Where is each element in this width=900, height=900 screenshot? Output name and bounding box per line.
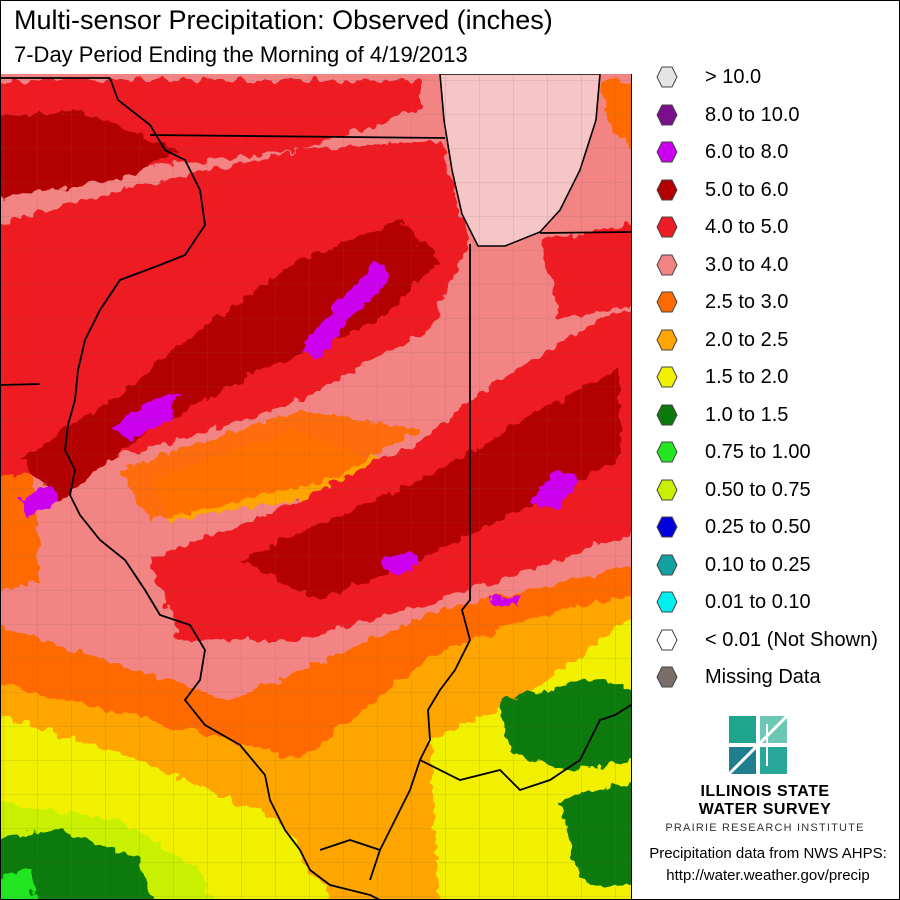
- legend-swatch-icon: [656, 366, 678, 388]
- legend-swatch-icon: [656, 666, 678, 688]
- legend-item: 0.50 to 0.75: [656, 477, 811, 503]
- legend-swatch-icon: [656, 216, 678, 238]
- legend-label: 0.10 to 0.25: [705, 553, 811, 576]
- legend-label: 2.5 to 3.0: [705, 291, 789, 313]
- legend-item: 0.25 to 0.50: [656, 514, 811, 540]
- legend-item: 4.0 to 5.0: [656, 214, 788, 240]
- legend-swatch-icon: [656, 479, 678, 500]
- precipitation-map: [0, 74, 632, 900]
- legend-item: > 10.0: [656, 64, 761, 90]
- legend-label: 0.75 to 1.00: [705, 441, 811, 463]
- isws-institute: PRAIRIE RESEARCH INSTITUTE: [665, 822, 865, 834]
- legend-label: > 10.0: [705, 66, 762, 88]
- legend-label: 0.01 to 0.10: [705, 591, 811, 613]
- legend-swatch-icon: [656, 104, 678, 125]
- legend-label: 5.0 to 6.0: [705, 178, 789, 201]
- isws-name-line1: ILLINOIS STATE: [700, 783, 830, 800]
- legend-label: 4.0 to 5.0: [705, 216, 789, 238]
- legend-item: 0.75 to 1.00: [656, 439, 811, 465]
- legend-label: 8.0 to 10.0: [705, 103, 800, 126]
- legend-swatch-icon: [656, 441, 678, 463]
- legend-swatch-icon: [656, 329, 678, 350]
- legend-swatch-icon: [656, 516, 678, 538]
- legend-item: 0.01 to 0.10: [656, 589, 811, 615]
- legend-item: 8.0 to 10.0: [656, 102, 800, 128]
- isws-logo-icon: [727, 714, 789, 776]
- legend-swatch-icon: [656, 291, 678, 313]
- legend-swatch-icon: [656, 254, 678, 275]
- legend-label: 1.0 to 1.5: [705, 403, 789, 426]
- data-source-link[interactable]: http://water.weather.gov/precip: [666, 867, 870, 884]
- legend-item: 5.0 to 6.0: [656, 177, 788, 203]
- legend-label: Missing Data: [705, 666, 821, 688]
- county-grid: [0, 74, 631, 900]
- legend-item: 1.0 to 1.5: [656, 402, 788, 428]
- legend-label: 1.5 to 2.0: [705, 366, 789, 388]
- legend-label: 0.50 to 0.75: [705, 478, 811, 501]
- legend-label: 3.0 to 4.0: [705, 253, 789, 276]
- legend-swatch-icon: [656, 404, 678, 425]
- map-subtitle: 7-Day Period Ending the Morning of 4/19/…: [14, 42, 468, 67]
- isws-name-line2: WATER SURVEY: [698, 801, 832, 818]
- map-title: Multi-sensor Precipitation: Observed (in…: [14, 5, 553, 35]
- legend-item: 6.0 to 8.0: [656, 139, 788, 165]
- legend-item: 2.0 to 2.5: [656, 327, 788, 353]
- legend-swatch-icon: [656, 141, 678, 163]
- legend-swatch-icon: [656, 554, 678, 575]
- legend-swatch-icon: [656, 591, 678, 613]
- state-boundaries: [0, 77, 631, 900]
- legend-item: 0.10 to 0.25: [656, 552, 811, 578]
- legend-label: < 0.01 (Not Shown): [705, 628, 878, 651]
- legend-swatch-icon: [656, 179, 678, 200]
- legend-label: 2.0 to 2.5: [705, 328, 789, 351]
- legend-item: 2.5 to 3.0: [656, 289, 788, 315]
- legend-label: 6.0 to 8.0: [705, 141, 789, 163]
- legend-item: Missing Data: [656, 664, 821, 690]
- legend-label: 0.25 to 0.50: [705, 516, 811, 538]
- legend-item: 1.5 to 2.0: [656, 364, 788, 390]
- legend-swatch-icon: [656, 629, 678, 650]
- data-credit: Precipitation data from NWS AHPS:: [649, 845, 887, 862]
- legend-swatch-icon: [656, 66, 678, 88]
- precipitation-map-svg: [0, 74, 631, 900]
- legend-item: 3.0 to 4.0: [656, 252, 788, 278]
- legend-item: < 0.01 (Not Shown): [656, 627, 878, 653]
